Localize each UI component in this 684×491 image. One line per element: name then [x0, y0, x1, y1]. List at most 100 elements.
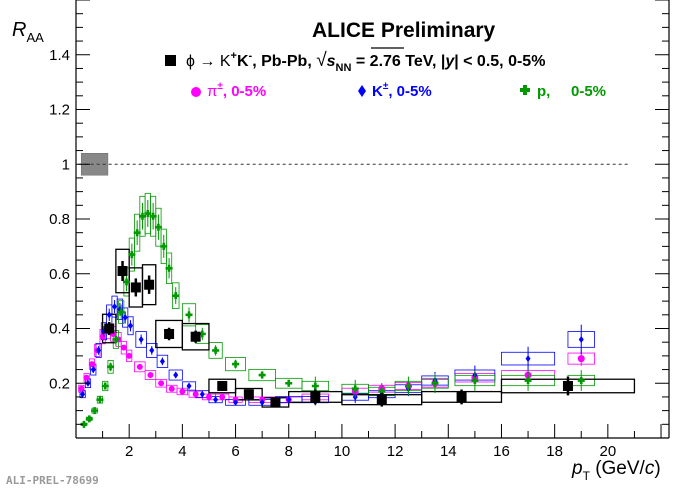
k-systematic-box	[156, 354, 169, 368]
phi-legend-tail: | < 0.5, 0-5%	[454, 53, 545, 70]
phi-legend-k: K	[237, 53, 249, 70]
x-tick-label: 6	[231, 443, 239, 460]
x-tick-label: 14	[440, 443, 457, 460]
k-legend-sup: ±	[383, 81, 389, 92]
y-tick-label: 1	[62, 156, 70, 173]
pi-systematic-box	[144, 370, 157, 380]
phi-data-point	[117, 266, 128, 277]
p-legend-label: p,	[537, 83, 550, 100]
k-data-point	[122, 314, 128, 322]
phi-data-point	[190, 331, 201, 342]
k-data-point	[186, 382, 192, 390]
k-data-point	[525, 355, 531, 363]
k-data-point	[173, 371, 179, 379]
p-data-point	[351, 385, 359, 393]
p-data-point	[117, 308, 125, 316]
y-tick-label: 1.4	[49, 47, 70, 64]
pi-data-point	[179, 388, 186, 395]
pi-data-point	[78, 385, 85, 392]
p-data-point	[107, 363, 115, 371]
p-data-point	[133, 229, 141, 237]
p-systematic-box	[248, 368, 276, 382]
p-legend-tail: 0-5%	[571, 83, 606, 100]
p-data-point	[85, 415, 93, 423]
p-data-point	[285, 379, 293, 387]
p-data-point	[258, 371, 266, 379]
p-data-point	[172, 292, 180, 300]
pi-legend-label: π	[207, 83, 217, 100]
phi-systematic-box	[234, 387, 263, 401]
k-data-point	[80, 390, 86, 398]
k-data-point	[90, 366, 96, 374]
k-legend-label: K	[372, 83, 383, 100]
k-legend-tail: , 0-5%	[388, 83, 431, 100]
p-data-point	[138, 212, 146, 220]
k-data-point	[578, 335, 584, 343]
phi-legend-energy: = 2.76 TeV, |	[351, 53, 445, 70]
k-data-point	[112, 303, 118, 311]
x-tick-label: 4	[178, 443, 186, 460]
phi-legend-nn: NN	[336, 62, 352, 74]
p-data-point	[80, 420, 88, 428]
p-data-point	[112, 335, 120, 343]
k-data-point	[233, 398, 239, 406]
pi-data-point	[168, 385, 175, 392]
phi-legend-marker	[165, 55, 176, 66]
x-tick-label: 12	[387, 443, 404, 460]
k-systematic-box	[127, 316, 134, 336]
svg-text:K±, 0-5%: K±, 0-5%	[372, 81, 432, 100]
phi-legend-sup2: -	[249, 50, 253, 62]
y-tick-label: 1.2	[49, 102, 70, 119]
preliminary-tag: ALI-PREL-78699	[6, 474, 99, 487]
k-data-point	[199, 390, 205, 398]
phi-legend-sup1: +	[231, 50, 237, 62]
phi-data-point	[164, 328, 175, 339]
k-systematic-box	[146, 342, 158, 358]
p-data-point	[160, 242, 168, 250]
phi-legend-y: y	[444, 53, 455, 70]
x-tick-label: 16	[493, 443, 510, 460]
x-tick-label: 8	[285, 443, 293, 460]
p-data-point	[431, 379, 439, 387]
plot-title: ALICE Preliminary	[312, 19, 496, 42]
p-data-point	[91, 407, 99, 415]
p-systematic-box	[181, 303, 197, 327]
pi-legend-entry: π±, 0-5%	[191, 81, 266, 100]
p-data-point	[198, 330, 206, 338]
p-data-point	[185, 311, 193, 319]
phi-legend-mid: , Pb-Pb,	[252, 53, 316, 70]
x-tick-label: 18	[546, 443, 563, 460]
phi-data-point	[104, 323, 115, 334]
pi-systematic-box	[155, 379, 167, 388]
p-legend-marker	[520, 85, 530, 95]
pi-data-point	[577, 355, 585, 363]
phi-legend-prefix: ϕ → K	[186, 53, 231, 70]
p-data-point	[212, 346, 220, 354]
pi-data-point	[147, 372, 154, 379]
pi-data-point	[126, 352, 133, 359]
phi-systematic-box	[141, 264, 157, 306]
p-data-point	[96, 396, 104, 404]
y-tick-label: 0.6	[49, 266, 70, 283]
pi-data-point	[120, 344, 127, 351]
k-data-point	[149, 346, 155, 354]
pi-data-point	[205, 393, 212, 400]
k-systematic-box	[168, 369, 183, 381]
p-data-point	[101, 382, 109, 390]
k-data-point	[286, 396, 292, 404]
k-systematic-box	[181, 381, 197, 391]
p-legend-entry: p, 0-5%	[520, 83, 606, 100]
p-data-point	[311, 382, 319, 390]
x-tick-label: 2	[125, 443, 133, 460]
pi-data-point	[192, 391, 199, 398]
k-legend-entry: K±, 0-5%	[358, 81, 432, 100]
pi-data-point	[158, 380, 165, 387]
phi-legend-s: s	[327, 53, 336, 70]
pi-data-point	[219, 393, 226, 400]
p-data-point	[154, 223, 162, 231]
p-data-point	[123, 278, 131, 286]
phi-legend-entry: ϕ → K+K-, Pb-Pb, √sNN = 2.76 TeV, |y| < …	[165, 47, 545, 74]
p-data-point	[471, 377, 479, 385]
phi-data-point	[310, 391, 321, 402]
